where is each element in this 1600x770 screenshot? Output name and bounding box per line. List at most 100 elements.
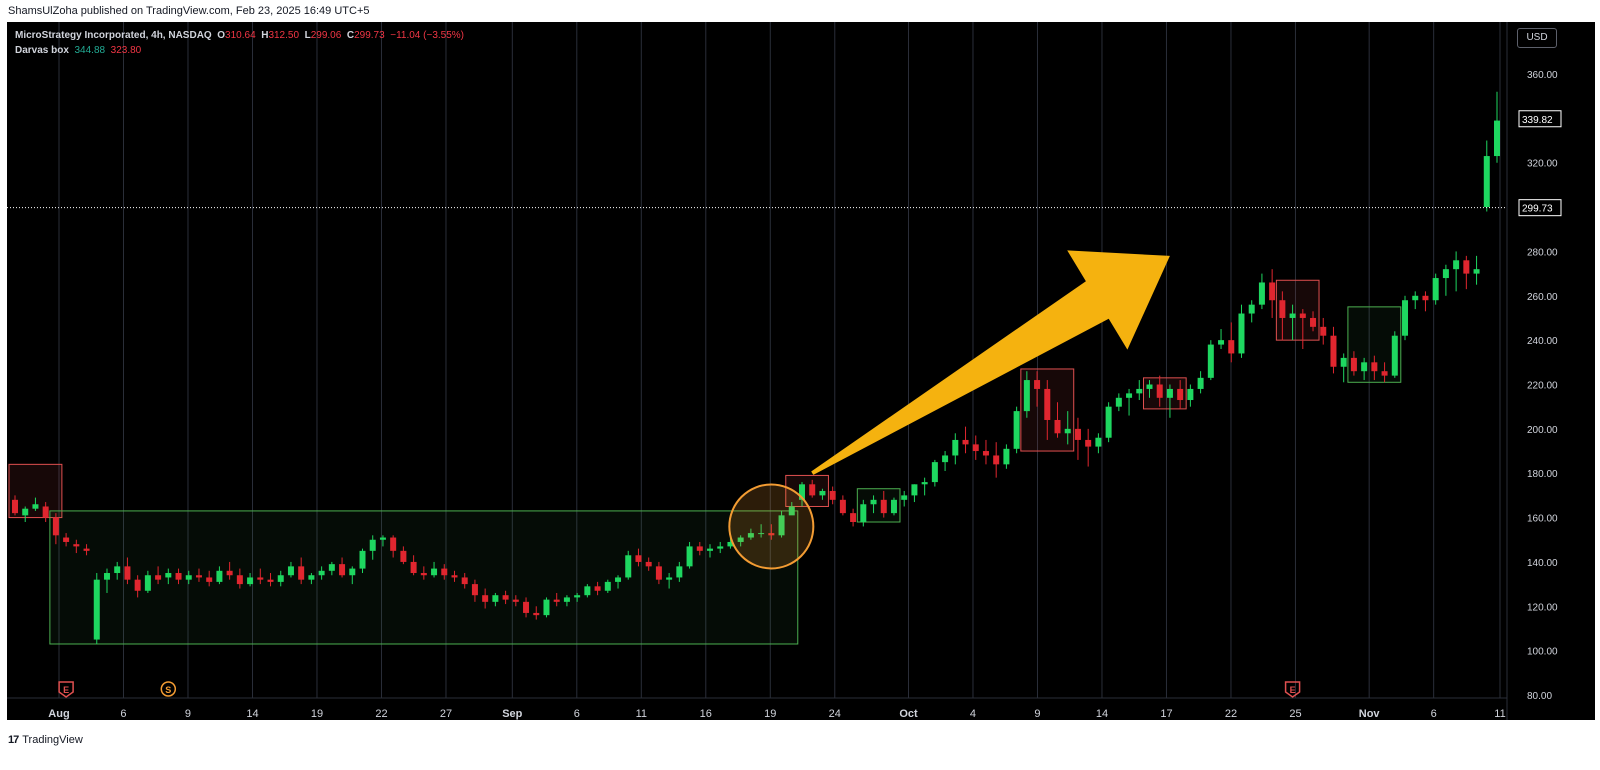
x-tick-label: 25 [1289,708,1301,720]
y-tick-label: 220.00 [1527,381,1558,392]
candle-body-up [666,577,673,580]
candle-body-up [1289,313,1296,318]
x-tick-label: 27 [440,708,452,720]
candle-body-up [1064,428,1071,434]
candle-body-up [1483,156,1490,208]
candle-body-up [1391,335,1398,376]
price-chart[interactable]: Aug 6 9 14 19 22 27 Sep 6 11 16 19 24 Oct 4 9 14 17 22 25 No… [7,22,1595,720]
price-tag-box [1518,199,1562,217]
x-tick-label: 11 [636,708,647,720]
close-value: 299.73 [354,30,385,41]
chart-area[interactable]: Aug 6 9 14 19 22 27 Sep 6 11 16 19 24 Oct 4 9 14 17 22 25 No… [7,22,1595,720]
candle-body-up [369,539,376,551]
candle-body-down [52,517,59,536]
x-tick-label: 17 [1160,708,1172,720]
candle-body-down [155,575,162,580]
change-value: −11.04 (−3.55%) [390,30,465,41]
candle-body-up [1003,448,1010,465]
candle-body-up [1412,295,1419,301]
candle-body-up [860,504,867,523]
x-tick-label: 24 [829,708,841,720]
candle-body-down [267,579,274,582]
candle-body-up [574,595,581,598]
candle-body-up [1361,362,1368,372]
candle-body-down [400,550,407,562]
candle-body-up [737,537,744,542]
candle-body-up [32,504,39,509]
candle-body-up [1126,393,1133,398]
candle-body-up [717,546,724,549]
close-label: C [346,30,355,41]
candle-body-down [850,513,857,523]
candle-body-down [390,537,397,551]
candle-body-up [1442,269,1449,279]
indicator-value-1: 344.88 [74,45,106,56]
candle-body-down [1371,362,1378,372]
candle-body-up [185,575,192,580]
candle-body-up [349,568,356,576]
currency-button[interactable]: USD [1517,28,1557,48]
candle-body-up [1340,357,1347,367]
candle-body-up [1013,411,1020,449]
tradingview-logo-icon: 17 [8,734,19,746]
candle-body-up [114,566,121,574]
split-marker-icon [160,681,177,697]
x-tick-label: 4 [970,708,976,720]
candle-body-up [819,490,826,496]
candle-body-up [901,495,908,500]
candle-body-up [563,597,570,602]
x-tick-label: 9 [185,708,191,720]
darvas-box [1275,279,1320,341]
candle-body-up [492,595,499,602]
event-marker-label: S [165,685,171,695]
candle-body-down [1054,419,1061,434]
x-tick-label: 11 [1494,708,1505,720]
candle-body-up [952,439,959,456]
low-label: L [304,30,311,41]
y-tick-label: 260.00 [1527,292,1558,303]
candle-body-up [1494,120,1500,157]
candle-body-down [236,575,243,585]
y-tick-label: 100.00 [1527,647,1558,658]
publisher-header: ShamsUlZoha published on TradingView.com… [0,0,1600,22]
candle-body-up [584,586,591,596]
candle-body-down [533,612,540,616]
candle-body-down [42,506,49,518]
candle-body-up [870,499,877,505]
annotation-arrow [811,250,1170,475]
candle-body-down [482,595,489,602]
candle-body-down [839,499,846,514]
candle-body-up [686,546,693,567]
candle-body-down [257,577,264,580]
candle-body-up [798,484,805,500]
candle-body-down [63,537,70,542]
candle-body-up [1023,380,1030,412]
candle-body-down [441,568,448,576]
indicator-legend[interactable]: Darvas box 344.88 323.80 [15,45,141,56]
candle-body-down [124,566,131,580]
candle-body-down [1228,340,1235,354]
open-label: O [217,30,226,41]
candle-body-up [1136,388,1143,394]
x-tick-label: 14 [1096,708,1108,720]
candle-body-down [972,444,979,452]
candle-body-up [676,566,683,578]
candle-body-down [982,451,989,456]
earnings-marker-icon [58,681,74,698]
candle-body-down [12,499,18,514]
candle-body-down [553,599,560,602]
candle-body-down [298,566,305,580]
candle-body-down [594,586,601,591]
candle-body-up [1105,406,1112,438]
x-tick-label: 6 [1431,708,1437,720]
candle-body-down [512,599,519,602]
candle-body-down [880,499,887,514]
candle-body-down [1269,282,1276,301]
tradingview-logo[interactable]: 17 TradingView [8,734,83,746]
y-tick-label: 280.00 [1527,247,1558,258]
indicator-name: Darvas box [15,45,69,56]
candle-body-down [1177,388,1184,401]
event-marker-label: E [63,685,69,695]
candle-body-up [543,599,550,616]
candle-body-up [778,515,785,536]
